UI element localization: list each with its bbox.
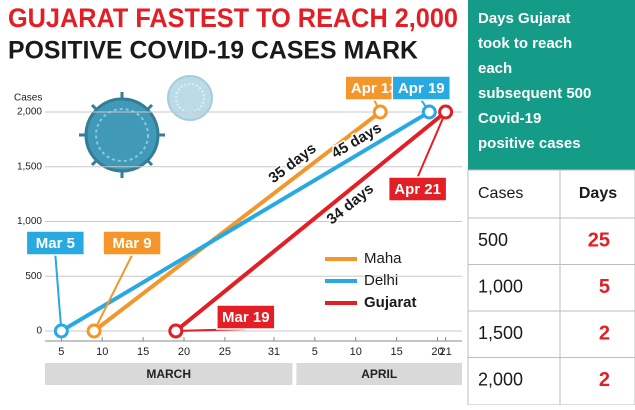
callout-pointer bbox=[416, 111, 447, 178]
x-tick-label: 5 bbox=[312, 346, 318, 358]
callout-box bbox=[25, 230, 86, 256]
x-tick-label: 10 bbox=[96, 346, 108, 358]
x-tick-label: 10 bbox=[350, 346, 362, 358]
table-header: Cases bbox=[478, 185, 523, 202]
callout-box bbox=[387, 176, 448, 202]
y-tick-label: 2,000 bbox=[17, 107, 42, 118]
chart-title: GUJARAT FASTEST TO REACH 2,000 bbox=[8, 3, 458, 33]
x-tick-label: 25 bbox=[219, 346, 231, 358]
y-tick-label: 1,500 bbox=[17, 161, 42, 172]
data-point bbox=[168, 323, 184, 339]
callout-label: Apr 13 bbox=[351, 80, 398, 97]
x-group-label: MARCH bbox=[146, 367, 191, 381]
table-title: positive cases bbox=[478, 135, 581, 152]
x-tick-label: 21 bbox=[440, 346, 452, 358]
table-panel bbox=[467, 169, 635, 406]
data-point bbox=[438, 104, 454, 120]
y-tick-label: 500 bbox=[25, 271, 42, 282]
table-cell: 1,500 bbox=[478, 323, 523, 343]
x-group-label: APRIL bbox=[361, 367, 397, 381]
series-line bbox=[173, 110, 448, 333]
callout-box bbox=[102, 230, 162, 256]
table-cell: 500 bbox=[478, 230, 508, 250]
callout-pointer bbox=[54, 254, 63, 332]
x-tick-label: 15 bbox=[137, 346, 149, 358]
callout-label: Mar 9 bbox=[112, 235, 151, 252]
virus-icon bbox=[167, 75, 213, 121]
x-group-band bbox=[45, 363, 293, 385]
data-point bbox=[372, 104, 388, 120]
callout-label: Mar 19 bbox=[222, 309, 270, 326]
callout-box bbox=[216, 304, 276, 330]
table-title: Days Gujarat bbox=[478, 10, 571, 27]
table-title: took to reach bbox=[478, 35, 572, 52]
callout-label: Apr 19 bbox=[398, 80, 445, 97]
data-point bbox=[421, 104, 437, 120]
y-axis-label: Cases bbox=[14, 93, 42, 104]
table-value: 5 bbox=[599, 276, 610, 298]
x-tick-label: 15 bbox=[390, 346, 402, 358]
callout-label: Apr 21 bbox=[394, 181, 441, 198]
x-group-band bbox=[296, 363, 462, 385]
table-cell: 1,000 bbox=[478, 277, 523, 297]
y-tick-label: 1,000 bbox=[17, 216, 42, 227]
data-point bbox=[86, 323, 102, 339]
legend-label: Delhi bbox=[364, 272, 398, 289]
table-value: 2 bbox=[599, 369, 610, 391]
table-value: 25 bbox=[588, 230, 610, 252]
chart-title: POSITIVE COVID-19 CASES MARK bbox=[8, 37, 418, 65]
table-header-panel bbox=[468, 0, 635, 170]
callout-pointer bbox=[93, 254, 133, 332]
legend-label: Maha bbox=[364, 250, 402, 267]
table-value: 2 bbox=[599, 323, 610, 345]
table-title: Covid-19 bbox=[478, 110, 541, 127]
y-tick-label: 0 bbox=[36, 326, 42, 337]
x-tick-label: 5 bbox=[58, 346, 64, 358]
callout-label: Mar 5 bbox=[36, 235, 75, 252]
x-tick-label: 20 bbox=[178, 346, 190, 358]
x-tick-label: 20 bbox=[431, 346, 443, 358]
legend-label: Gujarat bbox=[364, 294, 417, 311]
data-point bbox=[53, 323, 69, 339]
series-line bbox=[59, 110, 432, 333]
table-title: subsequent 500 bbox=[478, 85, 591, 102]
table-title: each bbox=[478, 60, 512, 77]
table-header: Days bbox=[579, 185, 617, 202]
x-tick-label: 31 bbox=[268, 346, 280, 358]
callout-box bbox=[391, 75, 452, 101]
series-line bbox=[92, 110, 383, 333]
table-cell: 2,000 bbox=[478, 370, 523, 390]
virus-icon bbox=[79, 92, 165, 178]
